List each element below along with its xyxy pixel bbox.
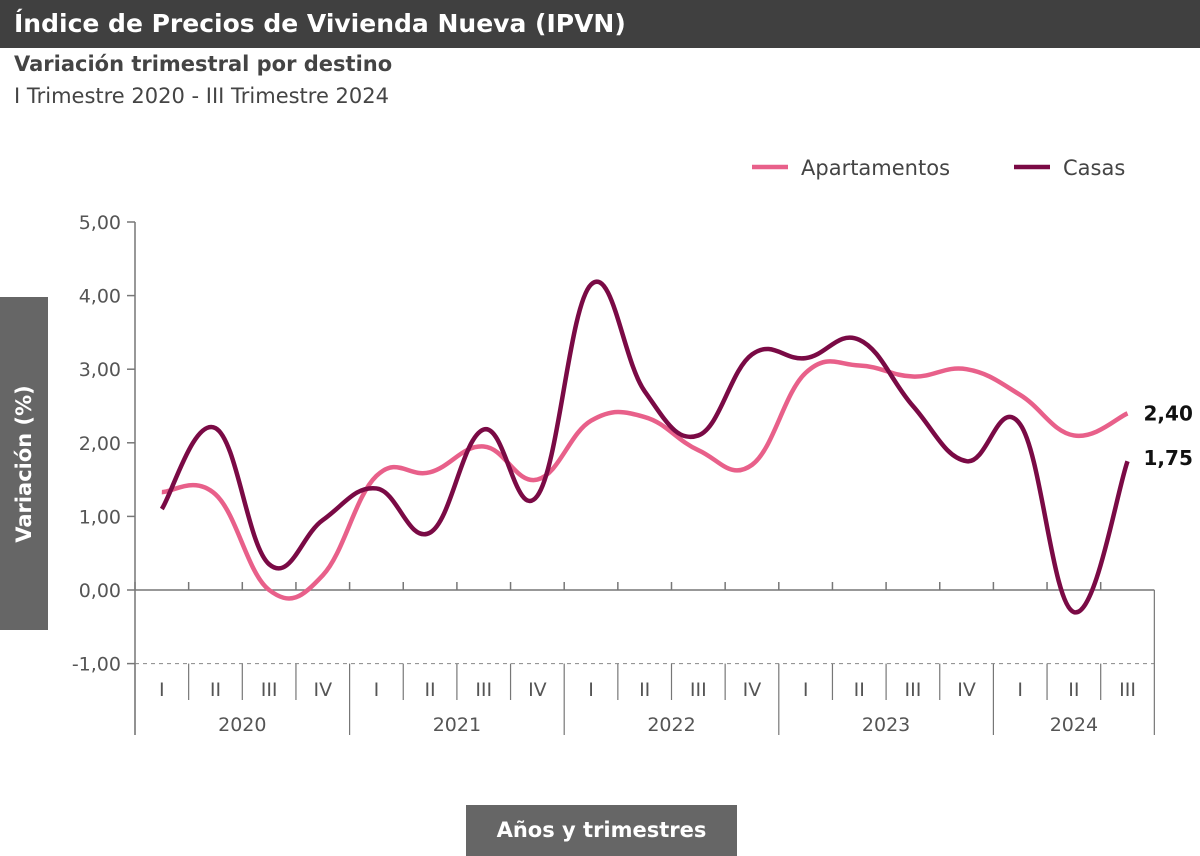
y-tick-label: 0,00 xyxy=(79,580,121,602)
year-label: 2021 xyxy=(433,714,481,736)
year-label: 2022 xyxy=(647,714,695,736)
quarter-label: I xyxy=(1017,679,1023,701)
end-value-label: 1,75 xyxy=(1144,446,1193,470)
quarter-label: II xyxy=(210,679,221,701)
year-label: 2024 xyxy=(1050,714,1098,736)
quarter-label: IV xyxy=(528,679,547,701)
legend-label: Apartamentos xyxy=(801,156,950,180)
quarter-label: I xyxy=(803,679,809,701)
series-line-casas xyxy=(159,279,1130,615)
y-tick-label: 3,00 xyxy=(79,359,121,381)
legend-label: Casas xyxy=(1063,156,1125,180)
quarter-label: II xyxy=(639,679,650,701)
series-line-apartamentos xyxy=(161,359,1129,601)
chart-title: Índice de Precios de Vivienda Nueva (IPV… xyxy=(0,0,1200,48)
quarter-label: I xyxy=(374,679,380,701)
year-label: 2020 xyxy=(218,714,266,736)
chart-subtitle: Variación trimestral por destino xyxy=(14,52,393,76)
quarter-label: II xyxy=(424,679,435,701)
quarter-label: III xyxy=(905,679,922,701)
y-tick-label: 1,00 xyxy=(79,506,121,528)
quarter-label: I xyxy=(588,679,594,701)
quarter-label: III xyxy=(261,679,278,701)
chart-period: I Trimestre 2020 - III Trimestre 2024 xyxy=(14,84,389,108)
quarter-label: III xyxy=(1119,679,1136,701)
quarter-label: IV xyxy=(743,679,762,701)
quarter-label: II xyxy=(1068,679,1079,701)
y-tick-label: -1,00 xyxy=(72,654,121,676)
quarter-label: IV xyxy=(313,679,332,701)
year-label: 2023 xyxy=(862,714,910,736)
quarter-label: II xyxy=(854,679,865,701)
quarter-label: I xyxy=(159,679,165,701)
quarter-label: III xyxy=(475,679,492,701)
x-axis-label: Años y trimestres xyxy=(466,805,737,856)
y-tick-label: 4,00 xyxy=(79,286,121,308)
y-tick-label: 2,00 xyxy=(79,433,121,455)
quarter-label: IV xyxy=(957,679,976,701)
quarter-label: III xyxy=(690,679,707,701)
y-axis-label-box: Variación (%) xyxy=(0,297,48,630)
end-value-label: 2,40 xyxy=(1144,401,1193,425)
y-tick-label: 5,00 xyxy=(79,212,121,234)
